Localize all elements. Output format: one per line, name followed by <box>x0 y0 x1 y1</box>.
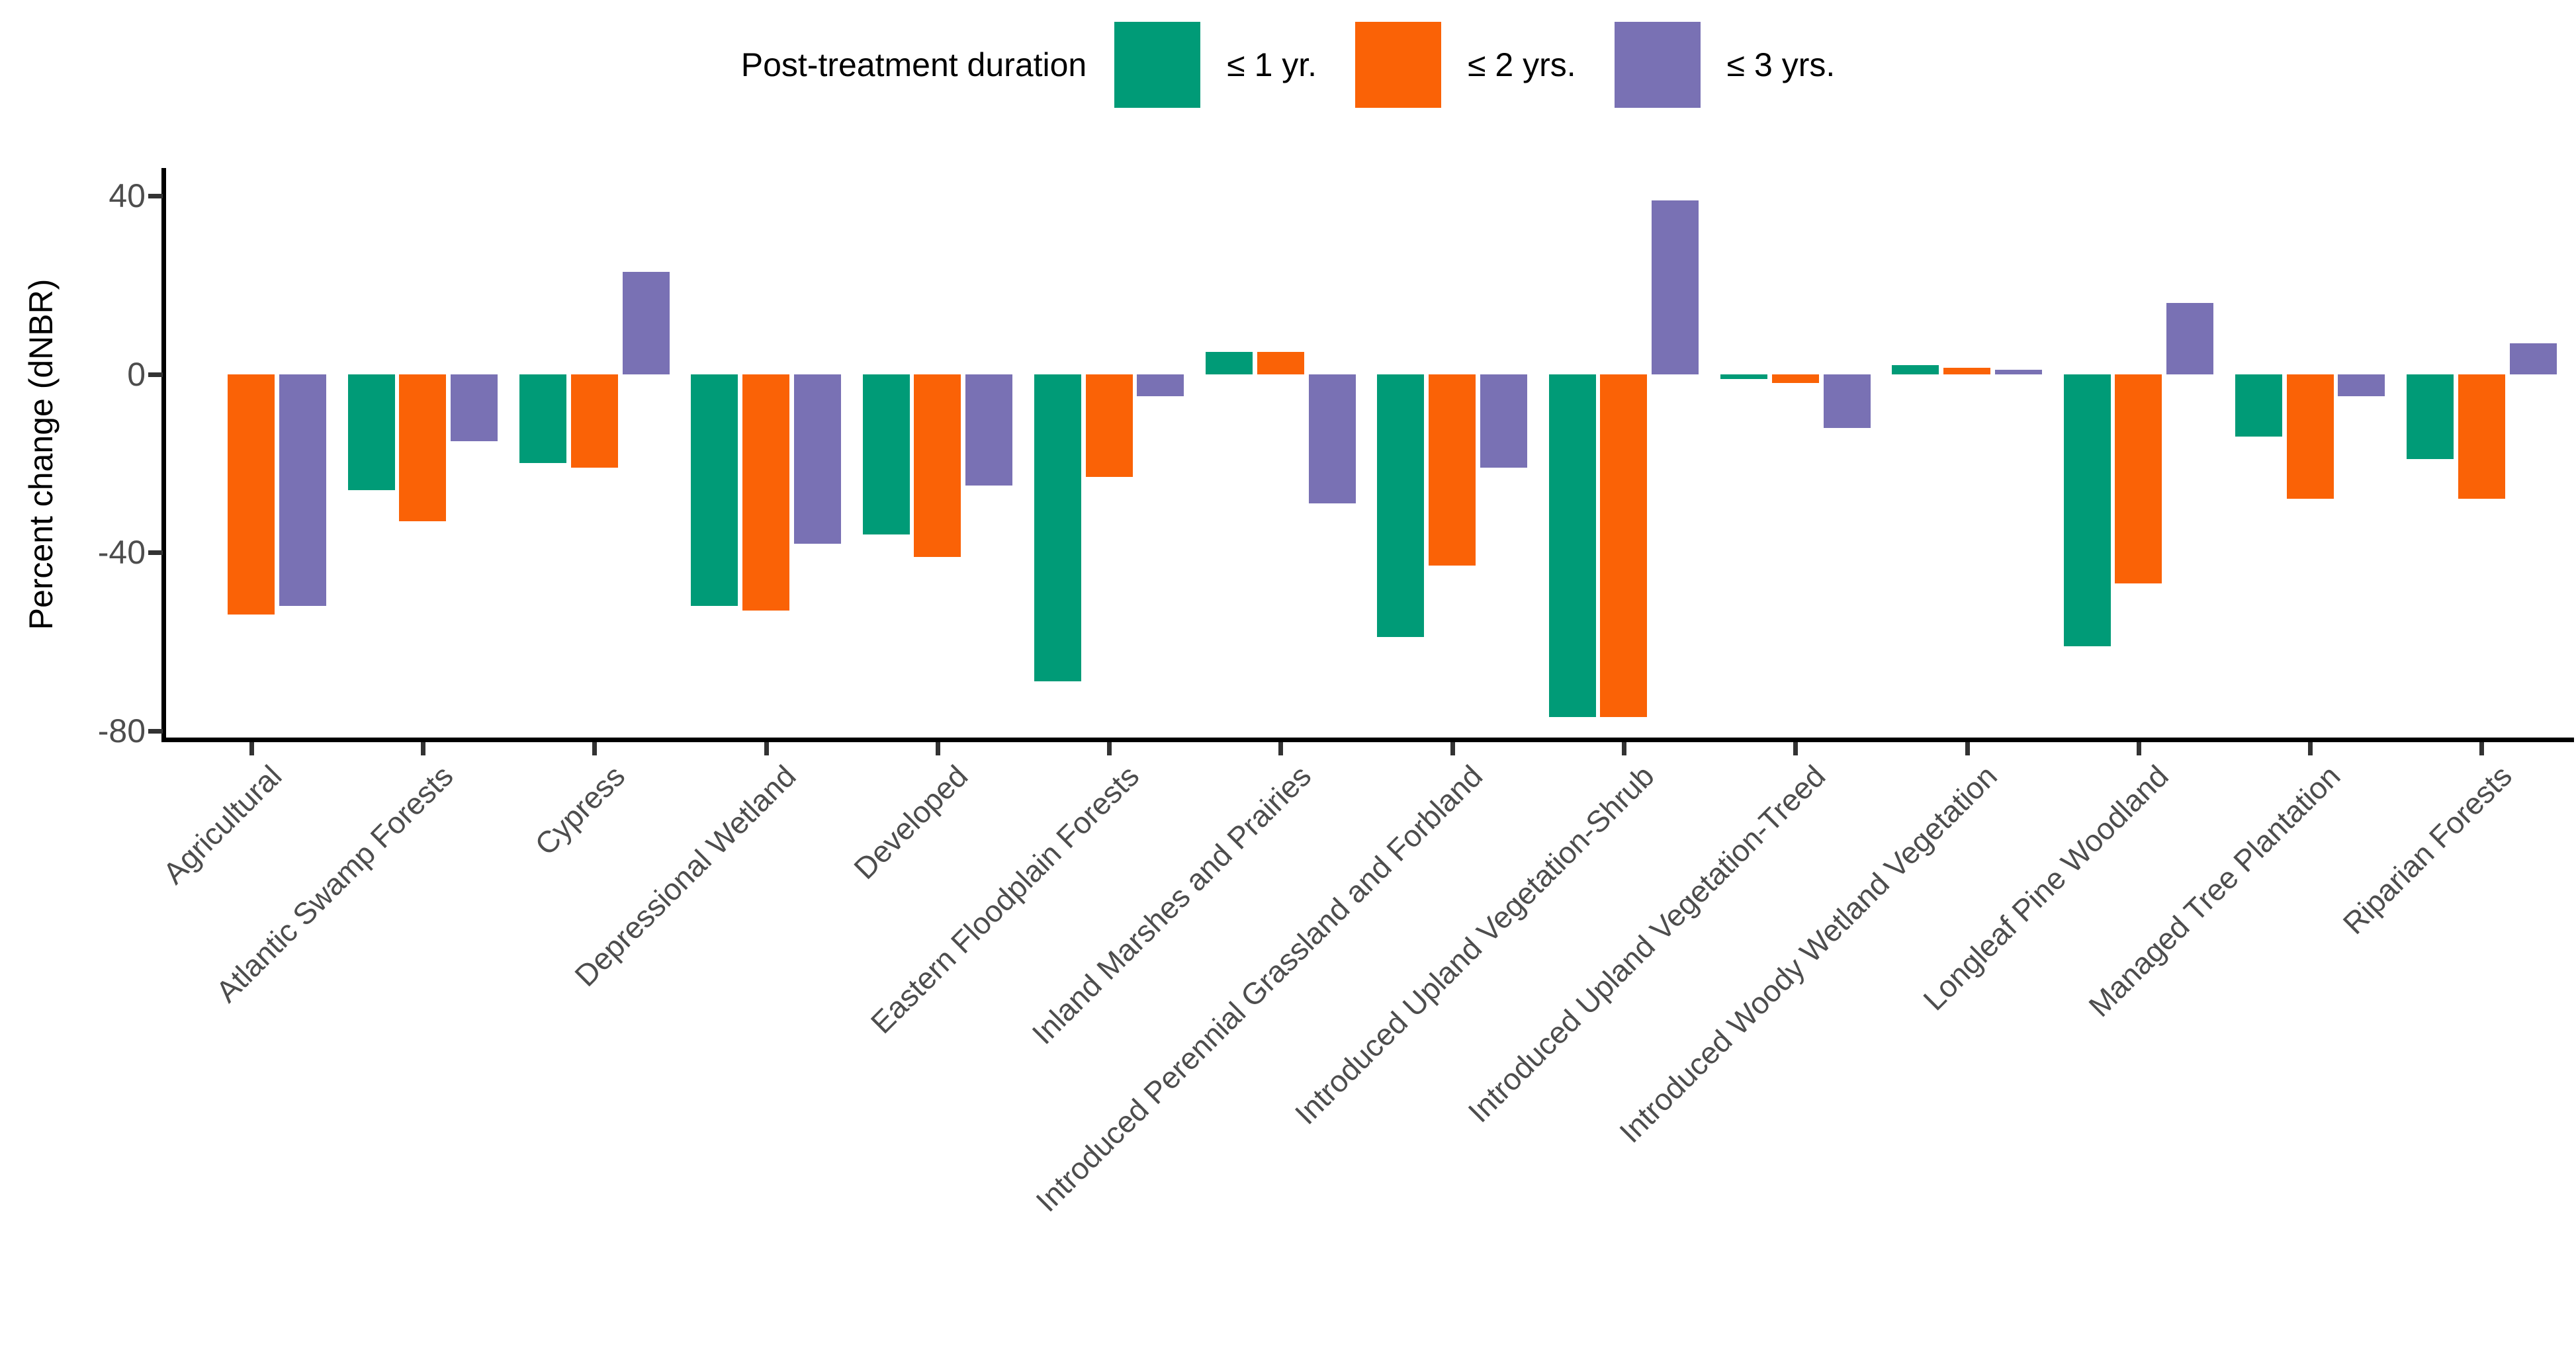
y-tick-label: 40 <box>109 177 146 215</box>
bar-series-3 <box>1308 374 1356 504</box>
y-tick-label: -80 <box>97 712 146 749</box>
x-tick-mark <box>2136 742 2141 755</box>
legend-swatch-1yr-icon <box>1114 22 1201 108</box>
x-category-label: Cypress <box>527 758 631 862</box>
x-tick-mark <box>592 742 598 755</box>
bar-series-3 <box>1994 370 2042 374</box>
x-tick-mark <box>764 742 769 755</box>
bar-series-1 <box>519 374 566 464</box>
y-tick-mark <box>148 550 163 556</box>
x-tick-mark <box>420 742 425 755</box>
y-tick-mark <box>148 372 163 377</box>
bar-series-3 <box>1823 374 1871 428</box>
x-category-label: Riparian Forests <box>2336 758 2518 941</box>
y-tick-label: -40 <box>97 534 146 572</box>
bar-series-1 <box>1377 374 1425 638</box>
legend-swatch-2yrs-icon <box>1355 22 1442 108</box>
bar-series-2 <box>2286 374 2334 499</box>
bar-series-1 <box>347 374 395 490</box>
x-category-label: Inland Marshes and Prairies <box>1025 758 1317 1051</box>
y-tick-mark <box>148 194 163 199</box>
bar-series-1 <box>2063 374 2111 646</box>
legend-swatch-3yrs-icon <box>1614 22 1701 108</box>
bar-series-2 <box>1257 352 1304 374</box>
legend-title: Post-treatment duration <box>740 46 1087 83</box>
legend: Post-treatment duration ≤ 1 yr. ≤ 2 yrs.… <box>0 19 2576 111</box>
bar-series-3 <box>2509 343 2557 374</box>
bar-series-2 <box>1429 374 1476 566</box>
legend-item-1yr: ≤ 1 yr. <box>1114 22 1317 108</box>
x-tick-mark <box>935 742 940 755</box>
x-tick-mark <box>249 742 254 755</box>
x-tick-mark <box>2308 742 2313 755</box>
bar-series-2 <box>1600 374 1648 718</box>
x-tick-mark <box>2479 742 2485 755</box>
bar-series-2 <box>742 374 789 611</box>
bar-series-1 <box>691 374 738 606</box>
bar-series-2 <box>1771 374 1819 384</box>
x-tick-mark <box>1621 742 1626 755</box>
bar-series-3 <box>622 271 670 374</box>
bar-series-3 <box>2166 303 2214 374</box>
bar-series-3 <box>793 374 841 544</box>
y-axis-line <box>161 168 166 742</box>
x-category-label: Developed <box>846 758 975 886</box>
y-tick-label: 0 <box>127 355 146 393</box>
bar-series-2 <box>1085 374 1133 477</box>
legend-item-2yrs: ≤ 2 yrs. <box>1355 22 1576 108</box>
x-axis-line <box>161 738 2574 742</box>
x-category-label: Introduced Upland Vegetation-Shrub <box>1288 758 1661 1131</box>
bar-series-1 <box>2235 374 2282 437</box>
bar-series-1 <box>862 374 910 535</box>
x-category-label: Agricultural <box>155 758 289 891</box>
bar-series-1 <box>1720 374 1767 379</box>
x-tick-mark <box>1278 742 1284 755</box>
y-tick-mark <box>148 728 163 734</box>
bar-series-3 <box>965 374 1013 486</box>
bar-series-3 <box>1652 200 1699 374</box>
bar-series-1 <box>2407 374 2454 459</box>
bar-series-2 <box>228 374 275 615</box>
bar-series-3 <box>2338 374 2385 397</box>
bar-series-3 <box>1480 374 1527 468</box>
legend-label-1yr: ≤ 1 yr. <box>1227 46 1317 83</box>
bar-series-2 <box>570 374 618 468</box>
bar-series-1 <box>1892 365 1939 374</box>
bar-series-3 <box>279 374 326 606</box>
y-axis-title: Percent change (dNBR) <box>22 278 60 630</box>
x-category-label: Introduced Upland Vegetation-Treed <box>1461 758 1832 1129</box>
bar-series-1 <box>1206 352 1253 374</box>
legend-label-2yrs: ≤ 2 yrs. <box>1468 46 1576 83</box>
bar-series-2 <box>914 374 961 557</box>
x-tick-mark <box>1107 742 1112 755</box>
bar-series-1 <box>1034 374 1081 682</box>
bar-series-2 <box>399 374 447 522</box>
x-tick-mark <box>1965 742 1970 755</box>
bar-series-2 <box>2458 374 2505 499</box>
legend-label-3yrs: ≤ 3 yrs. <box>1726 46 1836 83</box>
bar-series-3 <box>1137 374 1184 397</box>
x-tick-mark <box>1793 742 1799 755</box>
legend-item-3yrs: ≤ 3 yrs. <box>1614 22 1836 108</box>
bar-series-3 <box>451 374 498 441</box>
bar-series-2 <box>2115 374 2162 584</box>
x-tick-mark <box>1450 742 1455 755</box>
bar-series-1 <box>1548 374 1596 718</box>
x-category-label: Introduced Woody Wetland Vegetation <box>1613 758 2004 1150</box>
bar-series-2 <box>1943 367 1990 374</box>
